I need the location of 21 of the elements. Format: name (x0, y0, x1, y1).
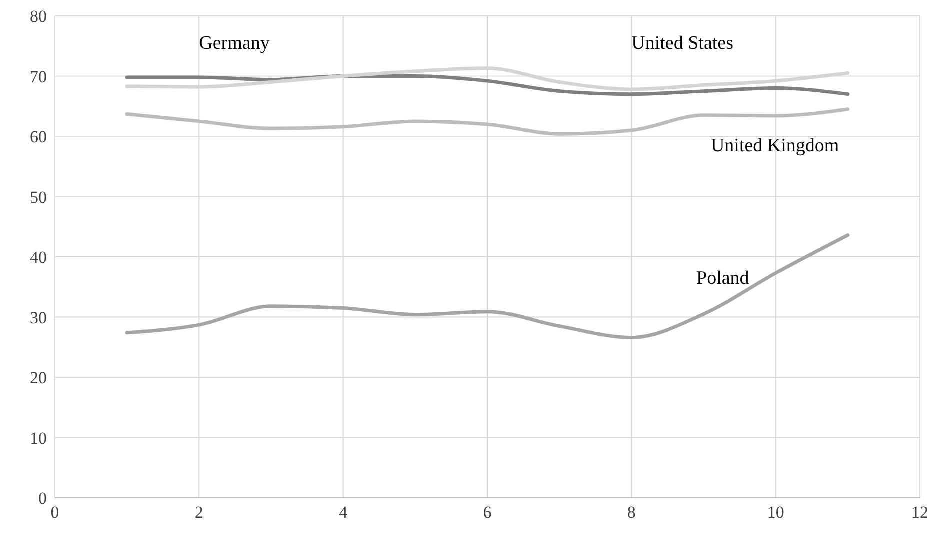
x-tick-label: 0 (50, 503, 60, 522)
series-label: Poland (696, 268, 750, 290)
y-tick-label: 30 (30, 308, 47, 328)
x-tick-label: 10 (767, 503, 784, 522)
y-tick-label: 60 (30, 128, 47, 147)
y-tick-label: 50 (30, 188, 47, 207)
y-tick-label: 40 (30, 248, 47, 268)
line-series (125, 108, 850, 136)
line-series (125, 234, 850, 340)
series-label: United States (632, 33, 734, 54)
y-tick-label: 0 (38, 489, 47, 508)
y-tick-label: 20 (30, 368, 47, 388)
x-tick-label: 8 (627, 503, 636, 522)
series-label: United Kingdom (710, 136, 840, 157)
series-label: Germany (199, 33, 270, 54)
y-tick-label: 80 (30, 7, 47, 26)
y-tick-label: 10 (30, 428, 47, 448)
x-tick-label: 2 (194, 503, 204, 522)
y-tick-label: 70 (30, 67, 47, 86)
x-tick-label: 6 (483, 503, 492, 522)
x-tick-label: 4 (339, 503, 348, 522)
